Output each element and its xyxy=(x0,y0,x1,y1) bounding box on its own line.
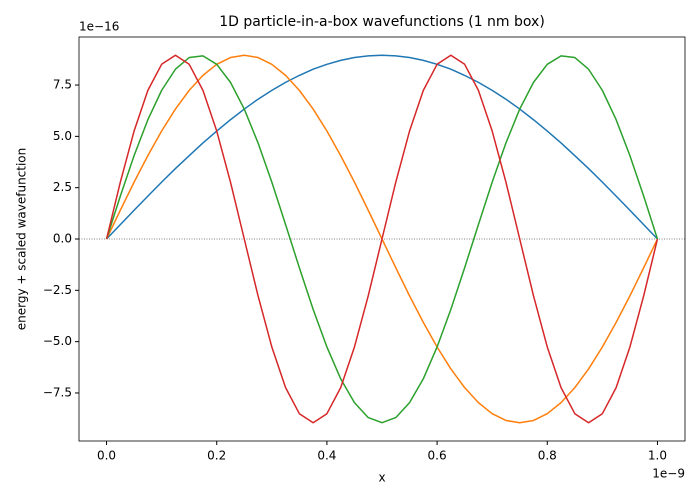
x-tick-label: 0.4 xyxy=(317,449,336,463)
x-tick-label: 0.8 xyxy=(538,449,557,463)
y-tick-label: −5.0 xyxy=(43,334,72,348)
series-line xyxy=(105,54,659,424)
x-tick-label: 0.6 xyxy=(428,449,447,463)
y-tick-label: −2.5 xyxy=(43,283,72,297)
y-tick-label: −7.5 xyxy=(43,385,72,399)
chart-title: 1D particle-in-a-box wavefunctions (1 nm… xyxy=(219,14,545,30)
x-tick-label: 0.0 xyxy=(97,449,116,463)
series-line xyxy=(106,54,658,240)
plot-frame xyxy=(78,36,686,442)
series-line xyxy=(105,55,659,424)
x-tick-label: 1.0 xyxy=(648,449,667,463)
x-offset-label: 1e−9 xyxy=(652,467,685,481)
x-axis-label: x xyxy=(378,471,385,485)
y-tick-label: 5.0 xyxy=(53,129,72,143)
y-axis-label: energy + scaled wavefunction xyxy=(15,148,29,331)
y-tick-label: 0.0 xyxy=(53,232,72,246)
y-tick-label: 7.5 xyxy=(53,78,72,92)
x-tick-label: 0.2 xyxy=(207,449,226,463)
y-offset-label: 1e−16 xyxy=(79,20,119,34)
y-tick-label: 2.5 xyxy=(53,180,72,194)
